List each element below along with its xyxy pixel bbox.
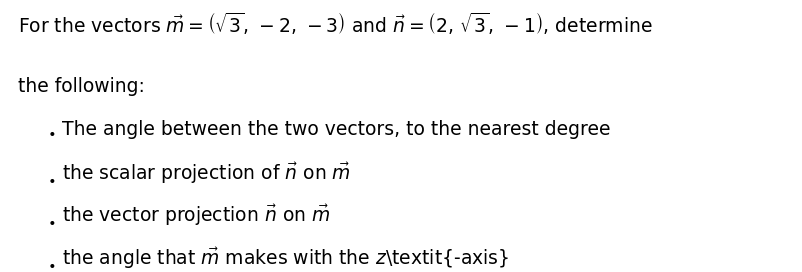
Text: $\bullet$: $\bullet$: [47, 214, 55, 228]
Text: For the vectors $\vec{m} = \left(\sqrt{3},\,-2,\,-3\right)$ and $\vec{n} = \left: For the vectors $\vec{m} = \left(\sqrt{3…: [18, 10, 652, 36]
Text: the scalar projection of $\vec{n}$ on $\vec{m}$: the scalar projection of $\vec{n}$ on $\…: [62, 161, 350, 186]
Text: the following:: the following:: [18, 77, 144, 96]
Text: the angle that $\vec{m}$ makes with the $z$\textit{-axis}: the angle that $\vec{m}$ makes with the …: [62, 245, 508, 271]
Text: $\bullet$: $\bullet$: [47, 256, 55, 271]
Text: $\bullet$: $\bullet$: [47, 125, 55, 139]
Text: The angle between the two vectors, to the nearest degree: The angle between the two vectors, to th…: [62, 120, 610, 139]
Text: the vector projection $\vec{n}$ on $\vec{m}$: the vector projection $\vec{n}$ on $\vec…: [62, 203, 330, 228]
Text: $\bullet$: $\bullet$: [47, 172, 55, 186]
